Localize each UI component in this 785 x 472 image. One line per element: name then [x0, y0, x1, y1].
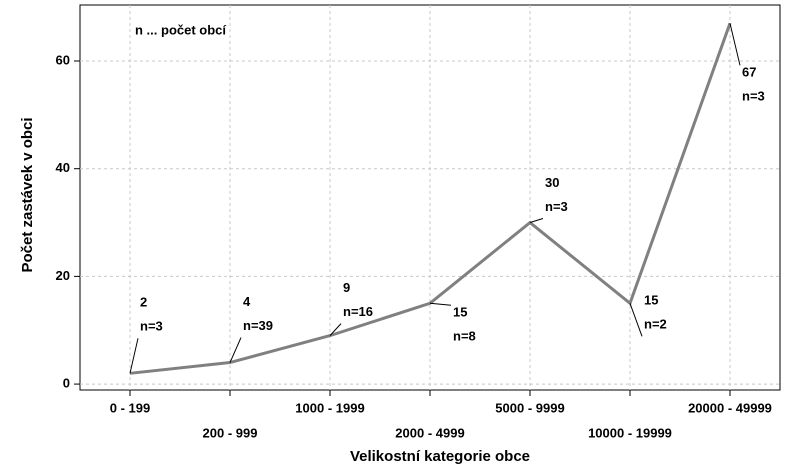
x-tick-label: 20000 - 49999 — [688, 400, 772, 415]
leader-line — [329, 323, 342, 336]
y-tick-label: 20 — [56, 268, 70, 283]
data-label: 9 — [343, 280, 350, 295]
n-label: n=2 — [644, 317, 667, 332]
y-tick-label: 60 — [56, 52, 70, 67]
x-tick-label: 0 - 199 — [110, 400, 150, 415]
y-axis-title: Počet zastávek v obci — [19, 117, 36, 272]
leader-line — [529, 218, 544, 224]
leader-line — [629, 303, 643, 337]
n-label: n=8 — [453, 329, 476, 344]
annotation: n ... počet obcí — [135, 22, 226, 37]
n-label: n=3 — [545, 199, 568, 214]
leader-line — [729, 23, 741, 66]
n-label: n=16 — [343, 304, 373, 319]
leader-line — [229, 337, 242, 363]
n-label: n=3 — [742, 89, 765, 104]
x-tick-label: 1000 - 1999 — [295, 400, 364, 415]
data-label: 4 — [243, 294, 251, 309]
data-label: 15 — [644, 293, 658, 308]
y-tick-label: 40 — [56, 160, 70, 175]
leader-line — [429, 302, 452, 306]
leader-line — [129, 338, 139, 374]
y-tick-label: 0 — [63, 376, 70, 391]
x-tick-label: 200 - 999 — [203, 425, 258, 440]
x-tick-label: 2000 - 4999 — [395, 425, 464, 440]
data-label: 30 — [545, 175, 559, 190]
x-tick-label: 5000 - 9999 — [495, 400, 564, 415]
n-label: n=3 — [140, 319, 163, 334]
x-tick-label: 10000 - 19999 — [588, 425, 672, 440]
data-label: 15 — [453, 305, 467, 320]
n-label: n=39 — [243, 318, 273, 333]
data-label: 67 — [742, 65, 756, 80]
data-label: 2 — [140, 295, 147, 310]
x-axis-title: Velikostní kategorie obce — [350, 448, 530, 465]
